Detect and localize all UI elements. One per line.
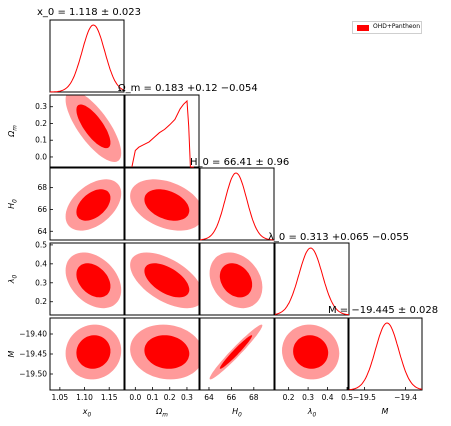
contour-1sigma xyxy=(219,263,253,298)
contour-1sigma xyxy=(76,104,111,149)
contour-1sigma xyxy=(144,335,190,369)
ytick-label-Om: 0.0 xyxy=(35,152,47,161)
contour-x0-H0 xyxy=(65,179,122,231)
diag-frame-M xyxy=(347,317,423,391)
title-l0: λ_0 = 0.313 +0.065 −0.055 xyxy=(268,232,409,243)
contour-1sigma xyxy=(144,263,190,298)
ytick-label-M: −19.40 xyxy=(19,330,47,339)
title-M: M = −19.445 ± 0.028 xyxy=(328,305,438,316)
ytick-label-M: −19.45 xyxy=(19,350,47,359)
ytick-label-H0: 66 xyxy=(37,205,47,214)
contour-1sigma xyxy=(293,335,329,369)
ytick-label-H0: 64 xyxy=(37,227,47,236)
marginal-curve-x0 xyxy=(49,24,125,93)
xtick-label-l0: 0.5 xyxy=(341,393,353,402)
ytick-label-M: −19.50 xyxy=(19,370,47,379)
marginal-curve-l0 xyxy=(274,247,350,316)
xtick-label-l0: 0.3 xyxy=(302,393,314,402)
diag-frame-l0 xyxy=(274,242,350,316)
contour-1sigma xyxy=(219,335,253,369)
xlabel-H0: H0 xyxy=(232,407,242,418)
panel-frame-Om-l0 xyxy=(124,242,200,316)
ytick-label-Om: 0.1 xyxy=(35,136,47,145)
xtick-label-x0: 1.10 xyxy=(76,393,93,402)
panel-frame-x0-l0 xyxy=(49,242,125,316)
xlabel-x0: x0 xyxy=(82,407,92,418)
ylabel-H0: H0 xyxy=(7,199,18,209)
ytick-label-Om: 0.2 xyxy=(35,119,47,128)
panel-frame-Om-M xyxy=(124,317,200,391)
marginal-curve-H0 xyxy=(200,172,275,241)
contour-H0-l0 xyxy=(209,252,263,309)
panel-frame-Om-H0 xyxy=(124,167,200,241)
contour-1sigma xyxy=(76,335,111,369)
contour-Om-M xyxy=(130,324,199,380)
diag-frame-Om xyxy=(124,94,200,168)
xtick-label-l0: 0.4 xyxy=(322,393,334,402)
contour-1sigma xyxy=(76,263,111,298)
diag-frame-x0 xyxy=(49,19,125,93)
legend-label: OHD+Pantheon xyxy=(373,23,421,30)
xtick-label-M: −19.4 xyxy=(394,393,417,402)
ylabel-M: M xyxy=(7,350,16,357)
contour-H0-M xyxy=(209,324,263,380)
xtick-label-Om: 0.2 xyxy=(164,393,176,402)
xtick-label-H0: 68 xyxy=(249,393,259,402)
contour-Om-l0 xyxy=(130,252,199,309)
panel-frame-H0-M xyxy=(199,317,275,391)
xtick-label-H0: 66 xyxy=(227,393,237,402)
ytick-label-l0: 0.4 xyxy=(35,259,47,268)
contour-l0-M xyxy=(282,324,340,380)
xtick-label-M: −19.5 xyxy=(353,393,376,402)
ytick-label-H0: 68 xyxy=(37,183,47,192)
title-x0: x_0 = 1.118 ± 0.023 xyxy=(37,7,141,18)
xlabel-M: M xyxy=(382,407,389,416)
xtick-label-Om: 0.1 xyxy=(147,393,159,402)
contour-1sigma xyxy=(76,189,111,221)
title-H0: H_0 = 66.41 ± 0.96 xyxy=(190,157,289,168)
ytick-label-l0: 0.2 xyxy=(35,297,47,306)
xtick-label-H0: 64 xyxy=(204,393,214,402)
panel-frame-l0-M xyxy=(274,317,350,391)
xtick-label-x0: 1.05 xyxy=(52,393,69,402)
ylabel-l0: λ0 xyxy=(7,274,18,284)
marginal-curve-Om xyxy=(131,99,194,168)
xlabel-l0: λ0 xyxy=(307,407,317,418)
contour-1sigma xyxy=(144,189,190,221)
ytick-label-l0: 0.5 xyxy=(35,240,47,249)
xtick-label-l0: 0.2 xyxy=(283,393,295,402)
title-Om: Ω_m = 0.183 +0.12 −0.054 xyxy=(118,83,258,94)
xtick-label-x0: 1.15 xyxy=(101,393,118,402)
panel-frame-H0-l0 xyxy=(199,242,275,316)
xtick-label-Om: 0.0 xyxy=(129,393,141,402)
panel-frame-x0-H0 xyxy=(49,167,125,241)
panel-frame-x0-Om xyxy=(49,94,125,168)
contour-x0-l0 xyxy=(65,252,122,309)
ylabel-Om: Ωm xyxy=(7,125,18,138)
contour-x0-Om xyxy=(65,95,122,162)
ytick-label-Om: 0.3 xyxy=(35,102,47,111)
legend-swatch xyxy=(357,25,369,31)
diag-frame-H0 xyxy=(199,167,275,241)
ytick-label-l0: 0.3 xyxy=(35,278,47,287)
marginal-curve-M xyxy=(347,322,423,391)
contour-Om-H0 xyxy=(130,179,199,231)
legend: OHD+Pantheon xyxy=(352,21,422,34)
xlabel-Om: Ωm xyxy=(155,407,168,418)
xtick-label-Om: 0.3 xyxy=(181,393,193,402)
contour-x0-M xyxy=(65,324,122,380)
